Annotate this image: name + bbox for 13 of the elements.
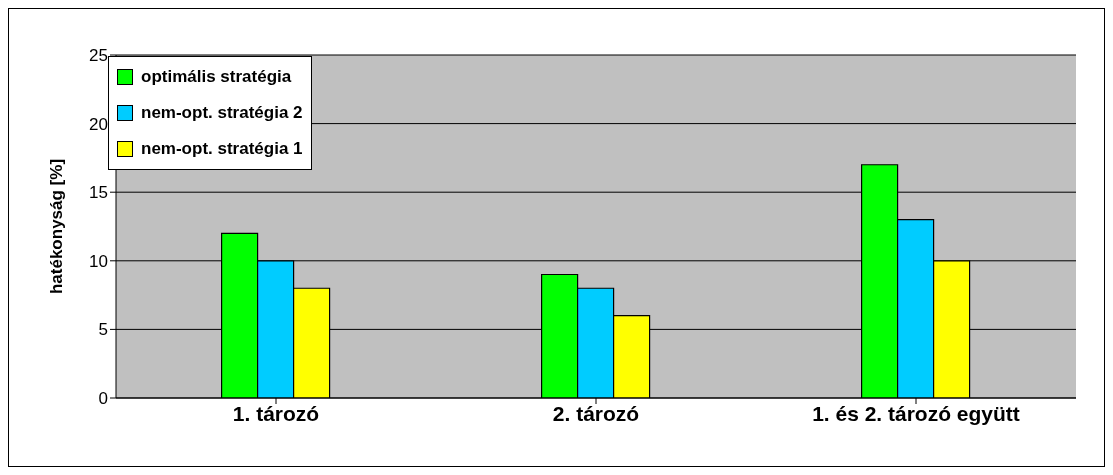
y-tick-label: 5 (98, 320, 108, 340)
y-tick-label: 20 (89, 114, 108, 134)
x-tick-label: 1. és 2. tározó együtt (812, 401, 1020, 425)
legend-label: nem-opt. stratégia 1 (141, 139, 303, 159)
y-tick-label: 0 (98, 389, 108, 409)
legend-label: nem-opt. stratégia 2 (141, 103, 303, 123)
y-tick-label: 10 (89, 251, 108, 271)
y-tick-label: 15 (89, 183, 108, 203)
y-tick-label: 25 (89, 46, 108, 66)
x-tick-label: 1. tározó (232, 401, 320, 425)
legend-label: optimális stratégia (141, 67, 292, 87)
y-axis-title: hatékonyság [%] (47, 158, 67, 295)
x-tick-label: 2. tározó (552, 401, 640, 425)
